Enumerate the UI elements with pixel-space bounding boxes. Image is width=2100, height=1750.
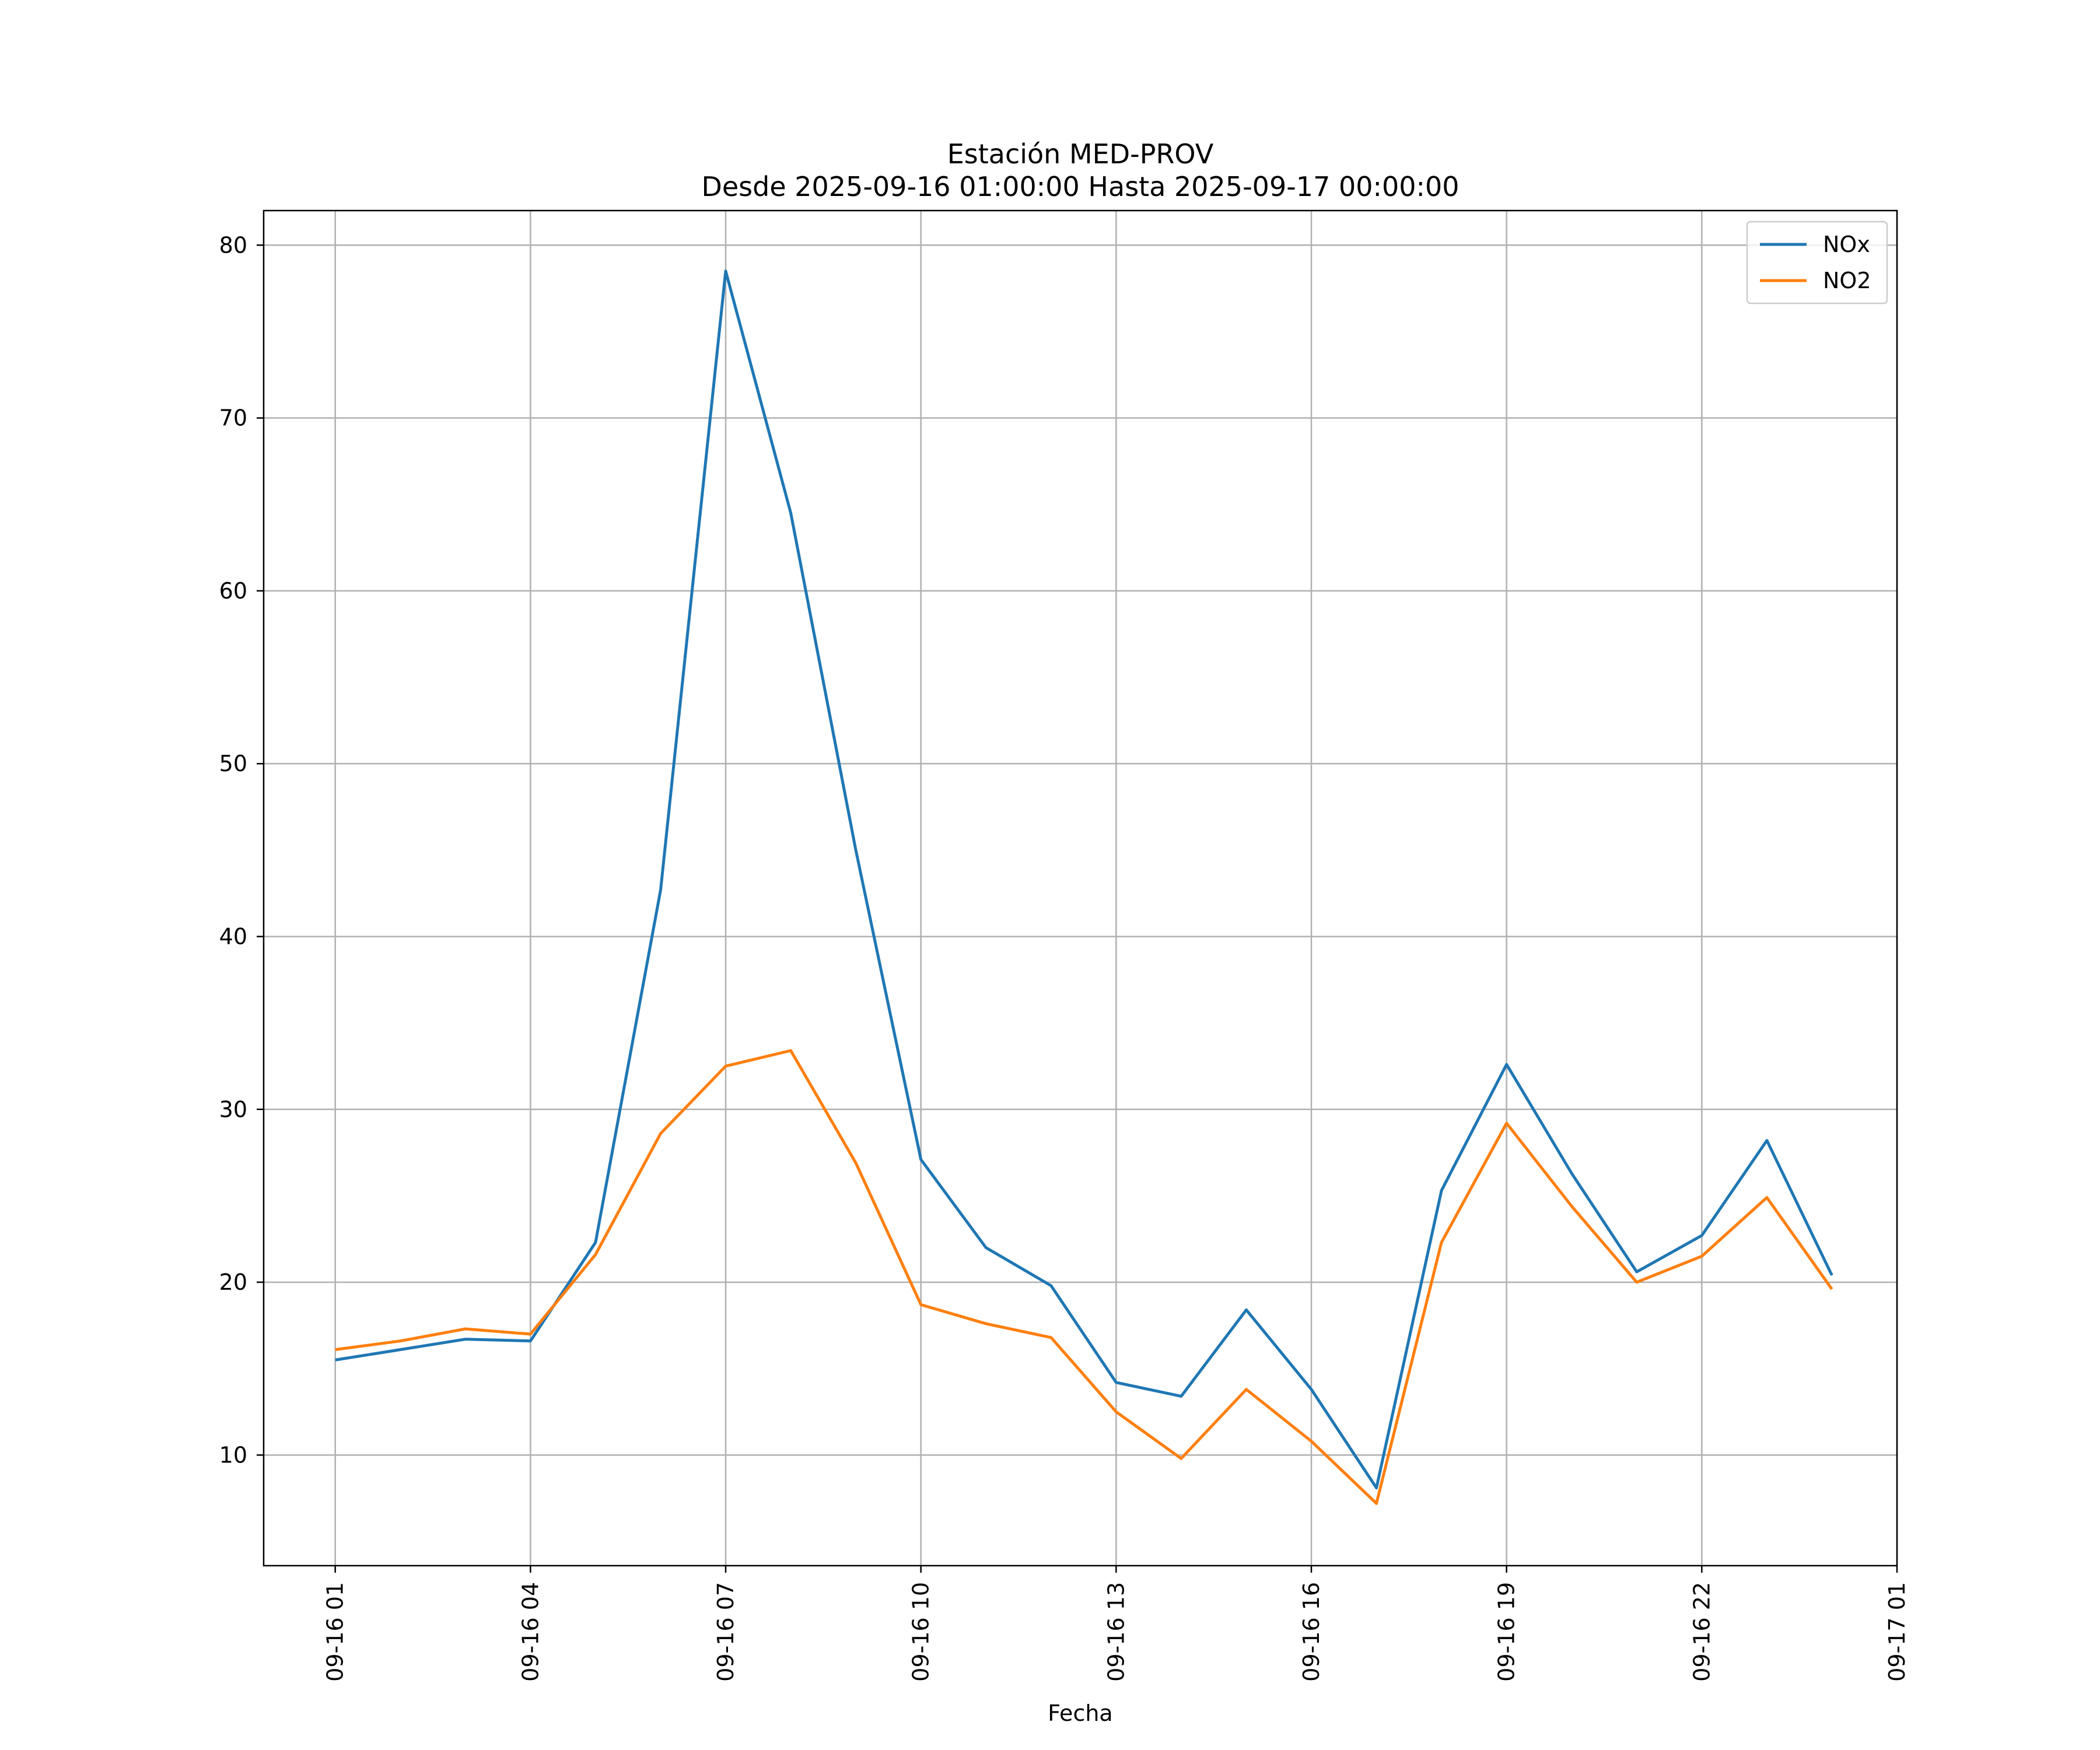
legend: NOx NO2 bbox=[1746, 220, 1888, 304]
legend-label-nox: NOx bbox=[1823, 232, 1870, 257]
legend-label-no2: NO2 bbox=[1823, 268, 1871, 293]
x-tick-label: 09-16 13 bbox=[1103, 1582, 1129, 1682]
x-tick-label: 09-16 10 bbox=[908, 1582, 934, 1682]
series-line-nox bbox=[335, 270, 1833, 1490]
x-tick-label: 09-16 16 bbox=[1298, 1582, 1324, 1682]
legend-box bbox=[1746, 220, 1888, 304]
y-tick-label: 50 bbox=[219, 751, 247, 776]
chart-subtitle: Desde 2025-09-16 01:00:00 Hasta 2025-09-… bbox=[701, 171, 1459, 202]
x-tick-label: 09-17 01 bbox=[1884, 1582, 1910, 1682]
x-axis: 09-16 01 09-16 04 09-16 07 09-16 10 09-16 13… bbox=[323, 1566, 1910, 1682]
plot-area-frame bbox=[262, 209, 1898, 1567]
y-tick-label: 30 bbox=[219, 1097, 247, 1122]
series-lines bbox=[335, 270, 1833, 1505]
y-tick-label: 10 bbox=[219, 1442, 247, 1468]
series-line-no2 bbox=[335, 1049, 1833, 1505]
y-tick-label: 40 bbox=[219, 923, 247, 949]
x-tick-label: 09-16 22 bbox=[1689, 1582, 1714, 1682]
x-tick-label: 09-16 01 bbox=[323, 1582, 348, 1682]
y-tick-label: 70 bbox=[219, 405, 247, 431]
x-tick-label: 09-16 04 bbox=[517, 1582, 543, 1682]
x-tick-label: 09-16 19 bbox=[1494, 1582, 1520, 1682]
y-tick-label: 60 bbox=[219, 578, 247, 604]
x-tick-label: 09-16 07 bbox=[713, 1582, 738, 1682]
chart-title: Estación MED-PROV bbox=[947, 138, 1214, 170]
y-tick-label: 80 bbox=[219, 232, 247, 258]
y-tick-label: 20 bbox=[219, 1269, 247, 1295]
x-axis-label: Fecha bbox=[1048, 1700, 1112, 1726]
y-axis: 10 20 30 40 50 60 70 80 bbox=[219, 232, 264, 1468]
